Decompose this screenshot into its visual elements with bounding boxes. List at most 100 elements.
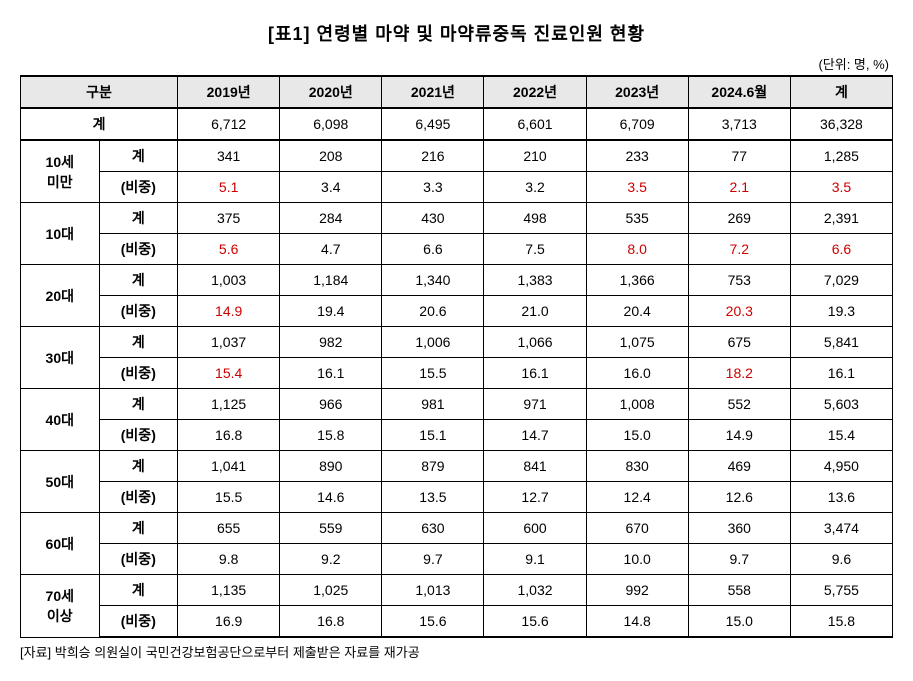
cell: 16.8	[280, 606, 382, 638]
cell: 469	[688, 451, 790, 482]
count-label: 계	[99, 203, 178, 234]
total-col-6: 36,328	[790, 108, 892, 140]
cell: 630	[382, 513, 484, 544]
cell: 1,041	[178, 451, 280, 482]
cell: 16.1	[280, 358, 382, 389]
table-body: 계6,7126,0986,4956,6016,7093,71336,32810세…	[21, 108, 893, 637]
cell: 9.1	[484, 544, 586, 575]
header-total: 계	[790, 76, 892, 108]
cell: 1,340	[382, 265, 484, 296]
cell: 14.8	[586, 606, 688, 638]
cell: 3.4	[280, 172, 382, 203]
ratio-label: (비중)	[99, 420, 178, 451]
cell: 3.2	[484, 172, 586, 203]
ratio-label: (비중)	[99, 358, 178, 389]
cell: 2.1	[688, 172, 790, 203]
table-row: 50대계1,0418908798418304694,950	[21, 451, 893, 482]
table-row: (비중)9.89.29.79.110.09.79.6	[21, 544, 893, 575]
cell: 16.1	[484, 358, 586, 389]
ratio-label: (비중)	[99, 482, 178, 513]
age-label-1: 10대	[21, 203, 100, 265]
cell: 1,135	[178, 575, 280, 606]
cell: 14.6	[280, 482, 382, 513]
count-label: 계	[99, 389, 178, 420]
cell: 4.7	[280, 234, 382, 265]
age-label-0: 10세 미만	[21, 140, 100, 203]
cell: 1,066	[484, 327, 586, 358]
cell: 269	[688, 203, 790, 234]
cell: 1,003	[178, 265, 280, 296]
cell: 15.4	[178, 358, 280, 389]
cell: 20.6	[382, 296, 484, 327]
cell: 341	[178, 140, 280, 172]
cell: 5,603	[790, 389, 892, 420]
cell: 6.6	[790, 234, 892, 265]
cell: 15.0	[688, 606, 790, 638]
cell: 9.2	[280, 544, 382, 575]
cell: 9.8	[178, 544, 280, 575]
cell: 10.0	[586, 544, 688, 575]
table-row: 40대계1,1259669819711,0085525,603	[21, 389, 893, 420]
cell: 981	[382, 389, 484, 420]
cell: 15.8	[790, 606, 892, 638]
cell: 5.1	[178, 172, 280, 203]
total-col-5: 3,713	[688, 108, 790, 140]
table-row: 60대계6555596306006703603,474	[21, 513, 893, 544]
cell: 19.3	[790, 296, 892, 327]
cell: 6.6	[382, 234, 484, 265]
cell: 9.7	[382, 544, 484, 575]
ratio-label: (비중)	[99, 234, 178, 265]
cell: 375	[178, 203, 280, 234]
cell: 233	[586, 140, 688, 172]
cell: 210	[484, 140, 586, 172]
cell: 1,383	[484, 265, 586, 296]
cell: 15.6	[484, 606, 586, 638]
cell: 600	[484, 513, 586, 544]
cell: 360	[688, 513, 790, 544]
cell: 5,755	[790, 575, 892, 606]
header-category: 구분	[21, 76, 178, 108]
total-col-0: 6,712	[178, 108, 280, 140]
cell: 498	[484, 203, 586, 234]
cell: 9.7	[688, 544, 790, 575]
cell: 1,285	[790, 140, 892, 172]
count-label: 계	[99, 451, 178, 482]
table-title: [표1] 연령별 마약 및 마약류중독 진료인원 현황	[20, 20, 893, 46]
cell: 284	[280, 203, 382, 234]
header-row: 구분 2019년 2020년 2021년 2022년 2023년 2024.6월…	[21, 76, 893, 108]
cell: 16.9	[178, 606, 280, 638]
cell: 20.4	[586, 296, 688, 327]
cell: 208	[280, 140, 382, 172]
cell: 535	[586, 203, 688, 234]
cell: 841	[484, 451, 586, 482]
cell: 15.6	[382, 606, 484, 638]
cell: 16.8	[178, 420, 280, 451]
cell: 5.6	[178, 234, 280, 265]
cell: 216	[382, 140, 484, 172]
cell: 12.4	[586, 482, 688, 513]
cell: 15.5	[178, 482, 280, 513]
cell: 1,032	[484, 575, 586, 606]
cell: 971	[484, 389, 586, 420]
cell: 3.5	[586, 172, 688, 203]
ratio-label: (비중)	[99, 296, 178, 327]
cell: 14.9	[688, 420, 790, 451]
header-year-2: 2021년	[382, 76, 484, 108]
cell: 14.9	[178, 296, 280, 327]
cell: 966	[280, 389, 382, 420]
total-col-2: 6,495	[382, 108, 484, 140]
cell: 3,474	[790, 513, 892, 544]
header-year-1: 2020년	[280, 76, 382, 108]
total-row: 계6,7126,0986,4956,6016,7093,71336,328	[21, 108, 893, 140]
cell: 14.7	[484, 420, 586, 451]
table-row: 70세 이상계1,1351,0251,0131,0329925585,755	[21, 575, 893, 606]
cell: 5,841	[790, 327, 892, 358]
cell: 15.4	[790, 420, 892, 451]
age-label-4: 40대	[21, 389, 100, 451]
ratio-label: (비중)	[99, 606, 178, 638]
cell: 3.5	[790, 172, 892, 203]
count-label: 계	[99, 327, 178, 358]
age-label-7: 70세 이상	[21, 575, 100, 638]
cell: 1,037	[178, 327, 280, 358]
header-year-0: 2019년	[178, 76, 280, 108]
